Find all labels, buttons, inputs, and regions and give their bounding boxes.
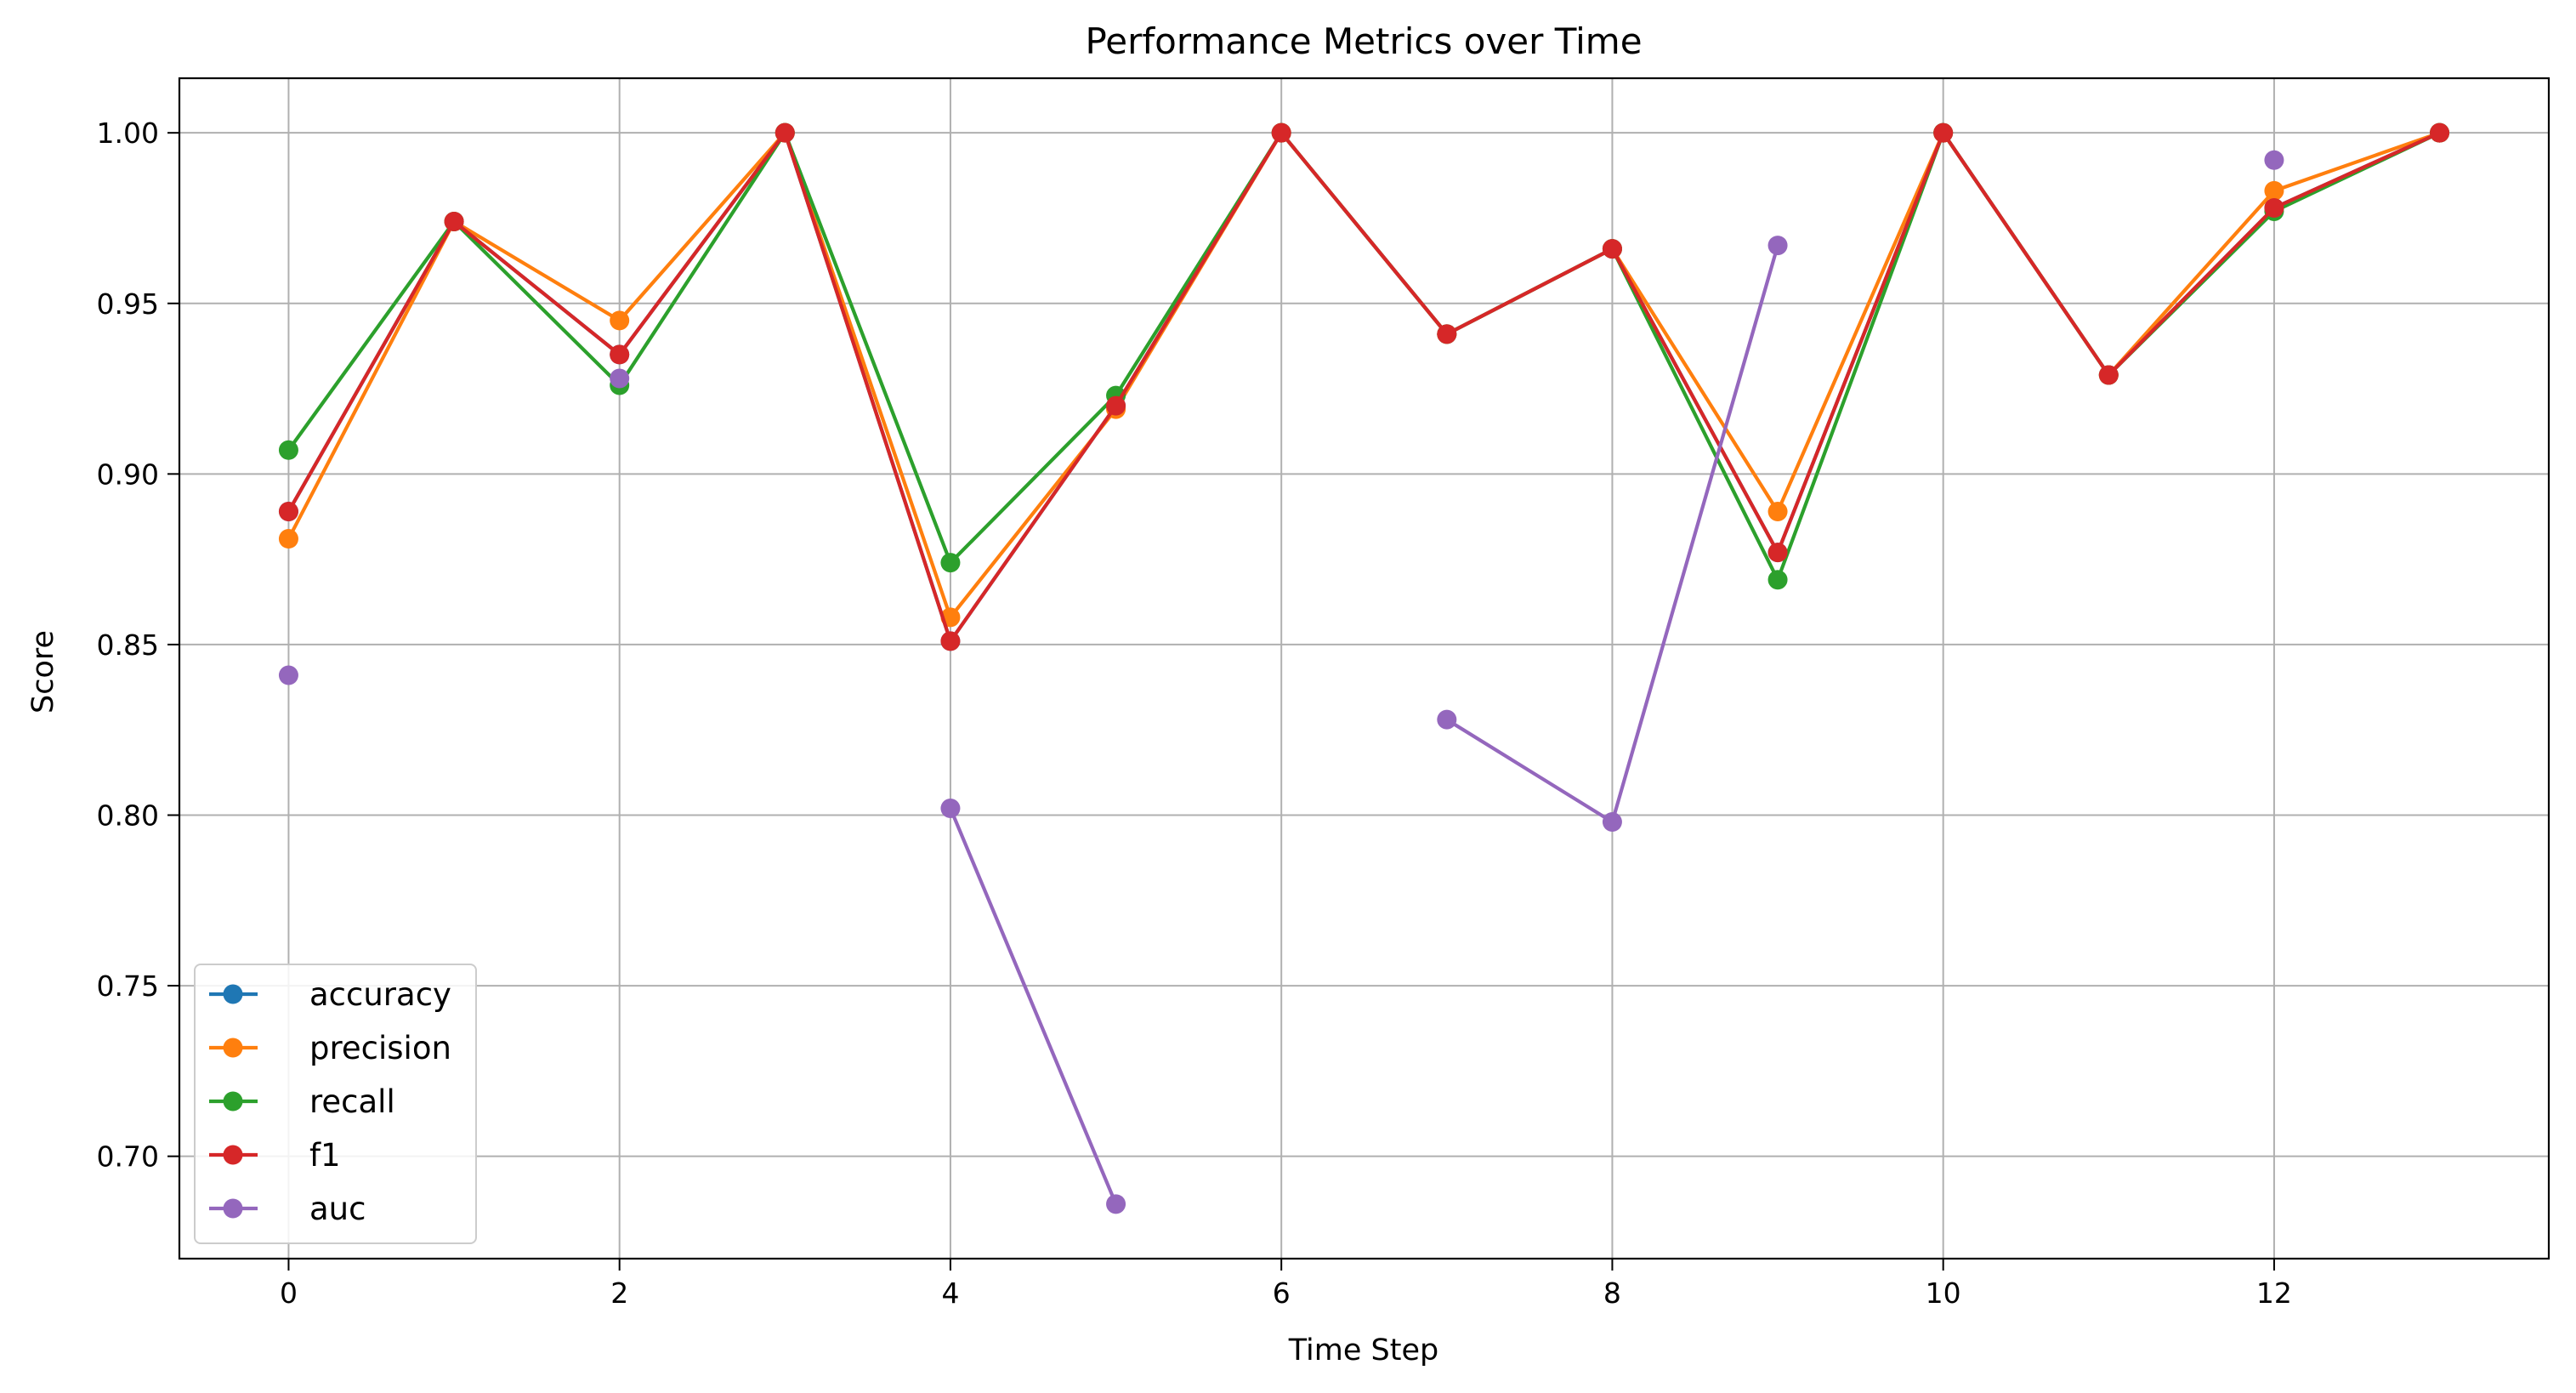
auc-point (1767, 236, 1788, 256)
x-tick-label: 0 (280, 1276, 298, 1310)
y-tick-label: 0.95 (97, 287, 159, 321)
f1-point (1933, 122, 1954, 143)
precision-point (278, 529, 298, 549)
x-tick-label: 10 (1926, 1276, 1961, 1310)
x-tick-label: 4 (941, 1276, 959, 1310)
legend-label: auc (309, 1191, 366, 1227)
f1-point (1602, 239, 1622, 259)
legend: accuracy precision recall f1 auc (194, 964, 477, 1244)
legend-label: recall (309, 1083, 395, 1120)
y-tick-label: 0.80 (97, 799, 159, 832)
y-tick-label: 0.90 (97, 458, 159, 491)
y-axis-label: Score (26, 630, 60, 714)
x-axis-label: Time Step (1288, 1333, 1438, 1367)
auc-point (278, 665, 298, 685)
x-tick-label: 12 (2256, 1276, 2292, 1310)
legend-marker-swatch (223, 1198, 243, 1219)
y-tick-label: 0.85 (97, 628, 159, 662)
auc-point (610, 368, 630, 389)
legend-marker-swatch (223, 1091, 243, 1112)
f1-point (1767, 543, 1788, 563)
f1-line (287, 131, 2441, 644)
f1-point (2264, 197, 2284, 218)
legend-item-f1: f1 (209, 1137, 341, 1174)
auc-point (940, 798, 961, 818)
y-tick-label: 0.75 (97, 969, 159, 1003)
legend-marker-swatch (223, 1145, 243, 1165)
auc-line (949, 807, 1118, 1205)
f1-point (775, 122, 795, 143)
f1-point (278, 501, 298, 521)
legend-item-accuracy: accuracy (209, 976, 451, 1013)
auc-point (1602, 812, 1622, 833)
x-tick-label: 8 (1603, 1276, 1621, 1310)
legend-label: accuracy (309, 976, 451, 1013)
legend-item-auc: auc (209, 1191, 366, 1227)
f1-point (444, 211, 464, 231)
f1-point (940, 631, 961, 651)
series-layer (278, 122, 2450, 1214)
f1-point (1106, 395, 1126, 416)
series-auc (278, 150, 2284, 1214)
chart-title: Performance Metrics over Time (1085, 20, 1642, 62)
f1-point (610, 344, 630, 365)
plot-frame (178, 77, 2550, 1260)
recall-point (278, 440, 298, 460)
legend-marker-swatch (223, 1038, 243, 1058)
f1-point (2430, 122, 2450, 143)
legend-box (194, 964, 477, 1244)
legend-item-recall: recall (209, 1083, 395, 1120)
y-tick-label: 0.70 (97, 1140, 159, 1174)
f1-point (1271, 122, 1291, 143)
axis-ticks: 0 2 4 6 8 10 12 0.70 0.75 0.80 0.85 0.90 0.95 1.00 (97, 117, 2292, 1310)
legend-marker-swatch (223, 984, 243, 1004)
recall-point (1767, 570, 1788, 590)
y-tick-label: 1.00 (97, 117, 159, 150)
precision-point (2264, 180, 2284, 201)
precision-point (610, 310, 630, 331)
recall-point (940, 553, 961, 573)
x-tick-label: 2 (610, 1276, 628, 1310)
legend-label: f1 (309, 1137, 341, 1174)
f1-point (1437, 324, 1457, 344)
auc-point (2264, 150, 2284, 170)
x-tick-label: 6 (1273, 1276, 1291, 1310)
grid (179, 78, 2549, 1259)
f1-point (2098, 365, 2119, 385)
series-f1 (278, 122, 2450, 651)
legend-label: precision (309, 1030, 451, 1066)
auc-point (1437, 709, 1457, 730)
precision-point (1767, 501, 1788, 521)
legend-item-precision: precision (209, 1030, 451, 1066)
auc-point (1106, 1194, 1126, 1214)
